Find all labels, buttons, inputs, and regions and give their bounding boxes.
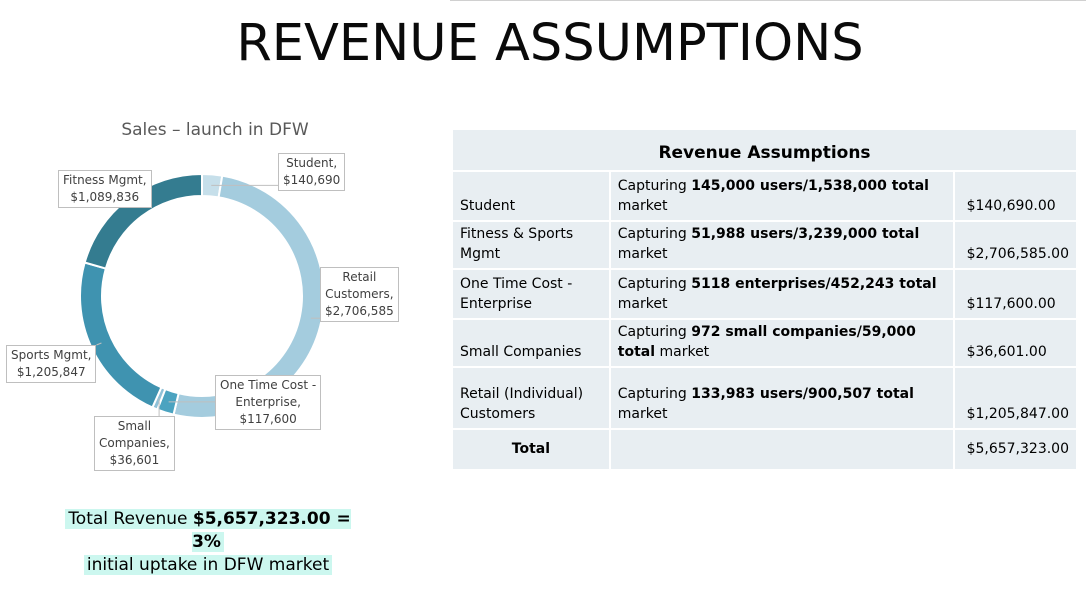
data-label-retail-customers: Retail Customers, $2,706,585: [320, 267, 399, 322]
label-line: $117,600: [239, 412, 297, 426]
desc-suffix: market: [617, 406, 668, 422]
label-line: Sports Mgmt,: [11, 348, 92, 362]
label-line: $2,706,585: [325, 304, 394, 318]
total-label: Total: [451, 428, 611, 471]
table-row: One Time Cost - Enterprise Capturing 511…: [451, 268, 1079, 320]
data-label-sports-mgmt: Sports Mgmt, $1,205,847: [6, 345, 97, 383]
table-title: Revenue Assumptions: [451, 128, 1078, 172]
slide-title: REVENUE ASSUMPTIONS: [236, 14, 864, 73]
desc-suffix: market: [617, 246, 668, 262]
description-cell: Capturing 145,000 users/1,538,000 total …: [608, 170, 955, 222]
table-row: Small Companies Capturing 972 small comp…: [451, 318, 1079, 368]
donut-slice-fitness-mgmt: [83, 172, 203, 270]
segment-cell: Fitness & Sports Mgmt: [451, 220, 611, 270]
summary-line-1: Total Revenue $5,657,323.00 = 3%: [65, 509, 351, 552]
amount-cell: $2,706,585.00: [952, 220, 1079, 270]
table-row: Student Capturing 145,000 users/1,538,00…: [451, 170, 1079, 222]
segment-cell: Small Companies: [451, 318, 611, 368]
label-line: $1,205,847: [16, 365, 86, 379]
label-line: Customers,: [325, 287, 394, 301]
desc-bold: 133,983 users/900,507 total: [691, 386, 914, 402]
segment-cell: One Time Cost - Enterprise: [451, 268, 611, 320]
label-line: One Time Cost -: [220, 378, 317, 392]
amount-cell: $117,600.00: [952, 268, 1079, 320]
label-line: Retail: [342, 270, 377, 284]
desc-suffix: market: [617, 198, 668, 214]
data-label-one-time-cost: One Time Cost - Enterprise, $117,600: [215, 375, 322, 430]
desc-prefix: Capturing: [617, 324, 692, 340]
label-line: Fitness Mgmt,: [63, 173, 147, 187]
desc-bold: 51,988 users/3,239,000 total: [691, 226, 920, 242]
desc-suffix: market: [655, 344, 710, 360]
desc-suffix: market: [617, 296, 668, 312]
amount-cell: $140,690.00: [952, 170, 1079, 222]
revenue-assumptions-table: Revenue Assumptions Student Capturing 14…: [451, 128, 1079, 471]
segment-cell: Retail (Individual) Customers: [451, 366, 611, 430]
desc-bold: 5118 enterprises/452,243 total: [691, 276, 937, 292]
total-row: Total $5,657,323.00: [451, 428, 1079, 471]
amount-cell: $36,601.00: [952, 318, 1079, 368]
description-cell: Capturing 133,983 users/900,507 total ma…: [608, 366, 955, 430]
description-cell: Capturing 5118 enterprises/452,243 total…: [608, 268, 955, 320]
data-label-fitness-mgmt: Fitness Mgmt, $1,089,836: [58, 170, 152, 208]
label-line: Small: [117, 419, 152, 433]
segment-cell: Student: [451, 170, 611, 222]
table-row: Retail (Individual) Customers Capturing …: [451, 366, 1079, 430]
summary-prefix: Total Revenue: [68, 509, 193, 529]
desc-prefix: Capturing: [617, 276, 692, 292]
table-row: Fitness & Sports Mgmt Capturing 51,988 u…: [451, 220, 1079, 270]
label-line: $140,690: [283, 173, 341, 187]
label-line: $1,089,836: [70, 190, 140, 204]
desc-prefix: Capturing: [617, 226, 692, 242]
top-border-line: [450, 0, 1086, 1]
desc-bold: 972 small companies/59,000 total: [617, 324, 916, 360]
data-label-student: Student, $140,690: [278, 153, 346, 191]
donut-slice-sports-mgmt: [79, 261, 163, 409]
summary-line-2: initial uptake in DFW market: [83, 555, 333, 575]
label-line: Companies,: [99, 436, 170, 450]
summary-amount: $5,657,323.00 = 3%: [192, 509, 351, 552]
desc-prefix: Capturing: [617, 178, 692, 194]
total-revenue-summary: Total Revenue $5,657,323.00 = 3% initial…: [60, 508, 356, 577]
chart-title: Sales – launch in DFW: [121, 120, 309, 140]
total-amount: $5,657,323.00: [952, 428, 1079, 471]
label-line: $36,601: [109, 453, 160, 467]
table-header-row: Revenue Assumptions: [451, 128, 1078, 172]
total-empty-cell: [608, 428, 955, 471]
label-line: Student,: [286, 156, 338, 170]
leader-line-sports-mgmt: [96, 342, 102, 346]
label-line: Enterprise,: [235, 395, 301, 409]
description-cell: Capturing 972 small companies/59,000 tot…: [608, 318, 955, 368]
data-label-small-companies: Small Companies, $36,601: [94, 416, 175, 471]
amount-cell: $1,205,847.00: [952, 366, 1079, 430]
description-cell: Capturing 51,988 users/3,239,000 total m…: [608, 220, 955, 270]
desc-bold: 145,000 users/1,538,000 total: [691, 178, 929, 194]
donut-chart: [79, 172, 325, 419]
desc-prefix: Capturing: [617, 386, 692, 402]
